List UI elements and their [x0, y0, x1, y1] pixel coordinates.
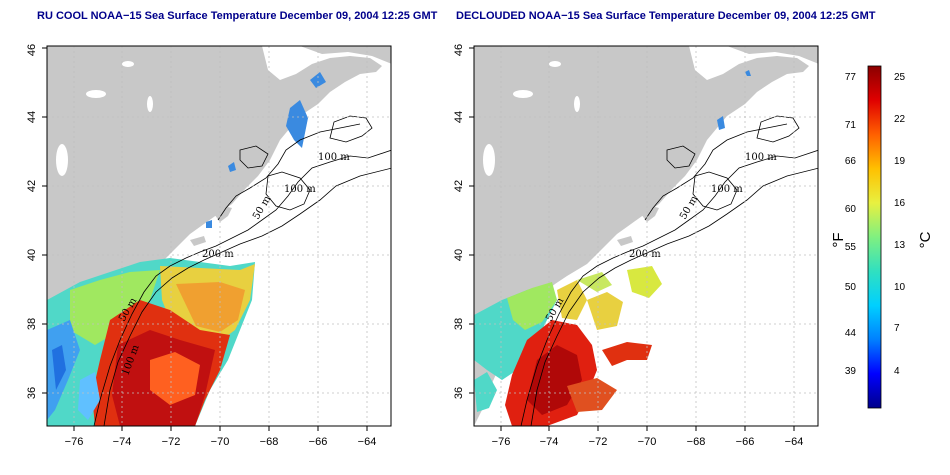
contour-label: 100 m	[711, 184, 743, 195]
panel-title-right: DECLOUDED NOAA−15 Sea Surface Temperatur…	[456, 10, 876, 22]
sst-data-left	[47, 72, 326, 426]
lon-tick-label: −66	[736, 436, 755, 448]
fahrenheit-tick-label: 71	[845, 120, 857, 131]
lon-tick-label: −76	[492, 436, 511, 448]
fahrenheit-tick-label: 44	[845, 328, 857, 339]
contour-label: 100 m	[318, 152, 350, 163]
lat-tick-label: 40	[453, 249, 465, 261]
fahrenheit-tick-label: 77	[845, 72, 857, 83]
lon-axis-right	[500, 426, 795, 431]
gridlines-left	[47, 46, 391, 426]
plot-frame-right	[473, 45, 819, 427]
lat-axis-right	[469, 47, 474, 394]
lat-axis-left	[42, 47, 47, 394]
celsius-tick-label: 10	[894, 282, 906, 293]
lon-tick-labels-right: −76 −74 −72 −70 −68 −66 −64	[492, 436, 804, 448]
lat-tick-label: 42	[453, 180, 465, 192]
lat-tick-label: 36	[453, 387, 465, 399]
lon-axis-left	[73, 426, 368, 431]
colorbar-celsius-title: °C	[917, 231, 934, 248]
gridlines-right	[474, 46, 818, 426]
lon-tick-label: −66	[309, 436, 328, 448]
plot-frame-left	[46, 45, 392, 427]
fahrenheit-tick-label: 50	[845, 282, 857, 293]
land-mass	[474, 46, 809, 426]
celsius-tick-label: 4	[894, 366, 900, 377]
colorbar-fahrenheit-ticks: 77 71 66 60 55 50 44 39	[845, 72, 857, 377]
lon-tick-label: −72	[589, 436, 608, 448]
land-mass	[47, 46, 382, 426]
contour-label: 200 m	[202, 249, 234, 260]
lat-tick-label: 38	[453, 318, 465, 330]
lat-tick-label: 44	[453, 111, 465, 123]
celsius-tick-label: 16	[894, 198, 906, 209]
lon-tick-label: −74	[540, 436, 559, 448]
lon-tick-label: −74	[113, 436, 132, 448]
lat-tick-label: 38	[26, 318, 38, 330]
fahrenheit-tick-label: 39	[845, 366, 857, 377]
celsius-tick-label: 13	[894, 240, 906, 251]
sst-data-right	[474, 70, 751, 426]
lon-tick-labels-left: −76 −74 −72 −70 −68 −66 −64	[65, 436, 377, 448]
lat-tick-labels-left: 36 38 40 42 44 46	[26, 44, 38, 399]
lon-tick-label: −70	[638, 436, 657, 448]
lat-tick-label: 44	[26, 111, 38, 123]
contour-label: 200 m	[629, 249, 661, 260]
colorbar-gradient	[867, 65, 882, 409]
celsius-tick-label: 22	[894, 114, 906, 125]
colorbar-celsius-ticks: 25 22 19 16 13 10 7 4	[894, 72, 906, 377]
lat-tick-labels-right: 36 38 40 42 44 46	[453, 44, 465, 399]
lon-tick-label: −64	[785, 436, 804, 448]
contour-label: 100 m	[745, 152, 777, 163]
lon-tick-label: −68	[260, 436, 279, 448]
lon-tick-label: −68	[687, 436, 706, 448]
fahrenheit-tick-label: 55	[845, 242, 857, 253]
lon-tick-label: −64	[358, 436, 377, 448]
celsius-tick-label: 19	[894, 156, 906, 167]
celsius-tick-label: 7	[894, 323, 900, 334]
map-panel-left: 100 m 100 m 50 m 200 m 50 m 100 m	[47, 46, 391, 426]
lat-tick-label: 42	[26, 180, 38, 192]
fahrenheit-tick-label: 60	[845, 204, 857, 215]
bathymetry-contours-left	[93, 115, 391, 426]
contour-label: 100 m	[284, 184, 316, 195]
celsius-tick-label: 25	[894, 72, 906, 83]
lon-tick-label: −76	[65, 436, 84, 448]
lat-tick-label: 46	[26, 44, 38, 56]
lon-tick-label: −72	[162, 436, 181, 448]
map-panel-right: 100 m 100 m 50 m 200 m 50 m	[474, 46, 818, 426]
panel-title-left: RU COOL NOAA−15 Sea Surface Temperature …	[37, 10, 438, 22]
colorbar: 77 71 66 60 55 50 44 39 25 22 19 16 13 1…	[830, 65, 934, 409]
lon-tick-label: −70	[211, 436, 230, 448]
lat-tick-label: 40	[26, 249, 38, 261]
fahrenheit-tick-label: 66	[845, 156, 857, 167]
lat-tick-label: 36	[26, 387, 38, 399]
lat-tick-label: 46	[453, 44, 465, 56]
colorbar-fahrenheit-title: °F	[830, 232, 847, 247]
bathymetry-contours-right	[520, 115, 818, 426]
